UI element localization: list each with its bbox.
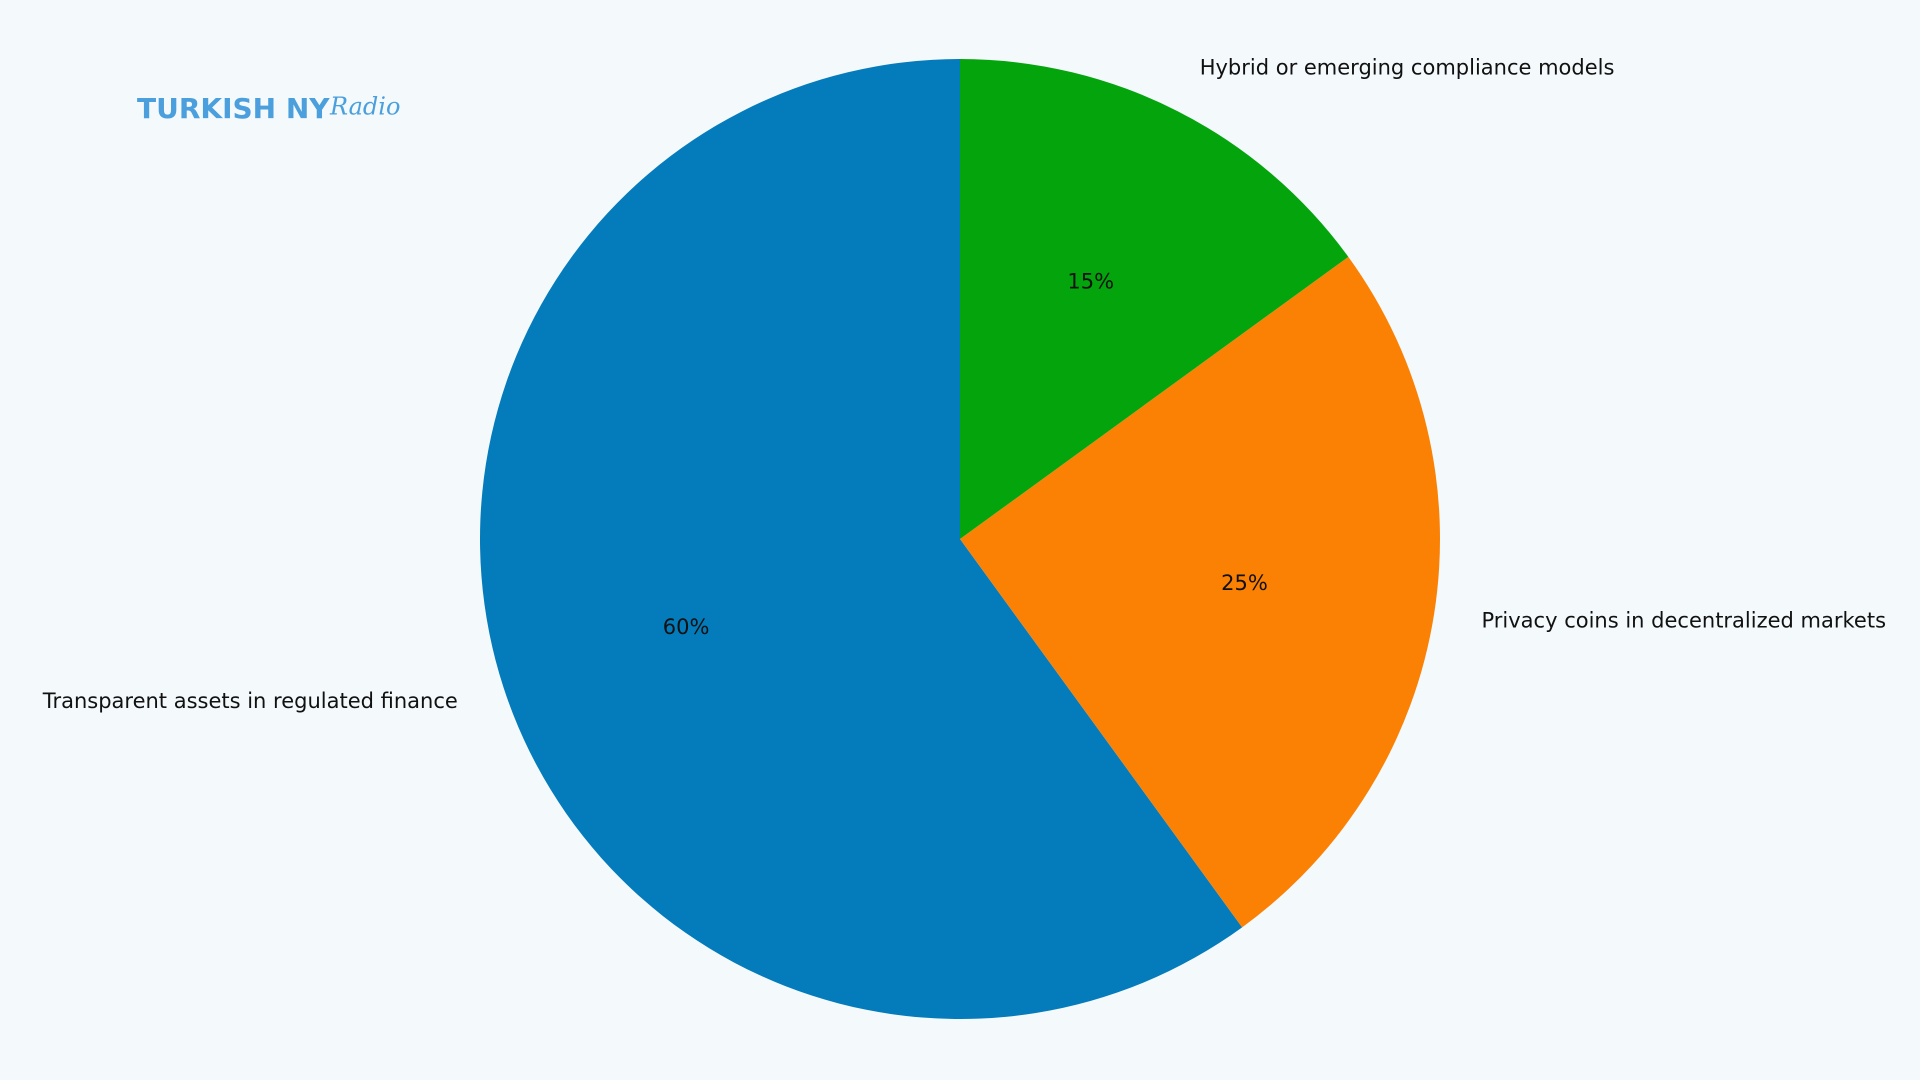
pie-slice <box>480 59 1243 1019</box>
slice-label: Transparent assets in regulated finance <box>42 689 458 713</box>
slice-percent: 15% <box>1067 269 1114 293</box>
logo-brand: TURKISH NY <box>137 92 330 125</box>
slice-label: Hybrid or emerging compliance models <box>1200 56 1615 80</box>
slice-label: Privacy coins in decentralized markets <box>1481 609 1886 633</box>
logo-script: Radio <box>329 93 400 121</box>
pie-slice <box>960 59 1349 539</box>
slice-percent: 25% <box>1221 571 1268 595</box>
pie-slice <box>960 256 1441 928</box>
slice-percent: 60% <box>663 615 710 639</box>
